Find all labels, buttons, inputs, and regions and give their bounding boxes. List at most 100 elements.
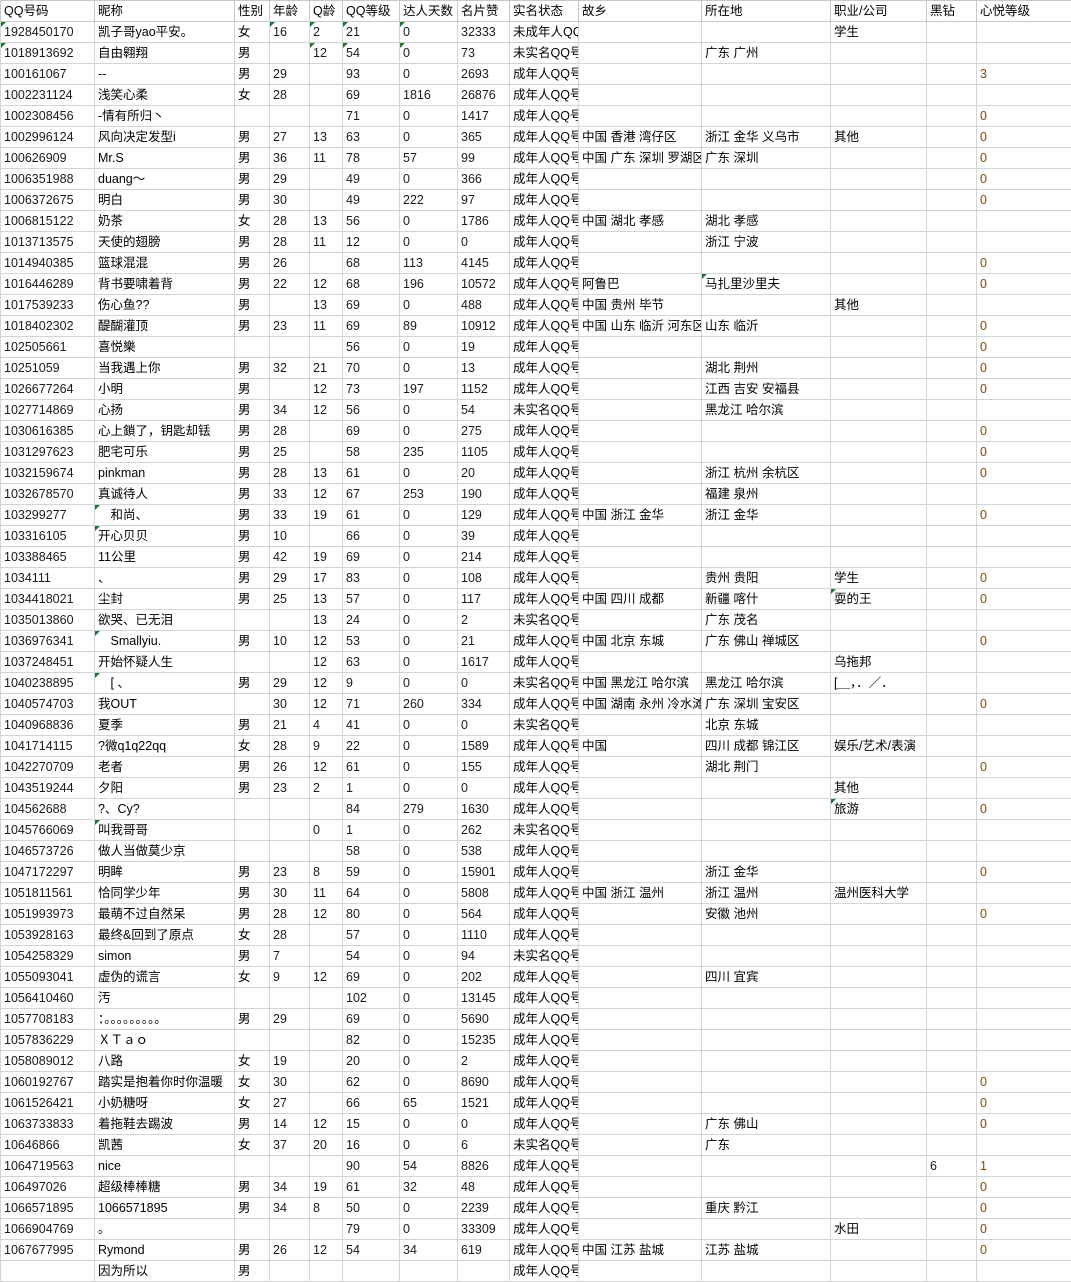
cell-realname-status[interactable]: 成年人QQ号 [510, 505, 579, 526]
cell-card-likes[interactable]: 190 [458, 484, 510, 505]
cell-location[interactable] [702, 1219, 831, 1240]
cell-qq-level[interactable]: 49 [343, 169, 400, 190]
cell-job-company[interactable] [831, 694, 927, 715]
cell-realname-status[interactable]: 未实名QQ号 [510, 400, 579, 421]
cell-card-likes[interactable]: 365 [458, 127, 510, 148]
cell-hometown[interactable] [579, 799, 702, 820]
cell-qq-number[interactable]: 102505661 [1, 337, 95, 358]
cell-qq-age[interactable]: 13 [310, 610, 343, 631]
cell-black-diamond[interactable] [927, 22, 977, 43]
cell-qq-number[interactable]: 1016446289 [1, 274, 95, 295]
cell-xinyue-level[interactable] [977, 400, 1071, 421]
cell-realname-status[interactable]: 未实名QQ号 [510, 946, 579, 967]
cell-black-diamond[interactable] [927, 610, 977, 631]
cell-qq-age[interactable] [310, 1156, 343, 1177]
cell-nickname[interactable]: 开心贝贝 [95, 526, 235, 547]
cell-nickname[interactable]: 奶茶 [95, 211, 235, 232]
cell-qq-level[interactable]: 61 [343, 505, 400, 526]
cell-job-company[interactable] [831, 337, 927, 358]
cell-xinyue-level[interactable]: 0 [977, 631, 1071, 652]
cell-xinyue-level[interactable]: 0 [977, 148, 1071, 169]
cell-qq-number[interactable]: 104562688 [1, 799, 95, 820]
cell-realname-status[interactable]: 成年人QQ号 [510, 295, 579, 316]
cell-job-company[interactable] [831, 715, 927, 736]
cell-qq-number[interactable]: 1045766069 [1, 820, 95, 841]
cell-location[interactable] [702, 1156, 831, 1177]
cell-gender[interactable]: 男 [235, 547, 270, 568]
cell-qq-number[interactable]: 1061526421 [1, 1093, 95, 1114]
cell-qq-level[interactable]: 61 [343, 463, 400, 484]
cell-hometown[interactable]: 中国 山东 临沂 河东区 [579, 316, 702, 337]
cell-qq-age[interactable]: 20 [310, 1135, 343, 1156]
cell-expert-days[interactable]: 0 [400, 1198, 458, 1219]
cell-job-company[interactable]: 其他 [831, 127, 927, 148]
cell-gender[interactable]: 男 [235, 463, 270, 484]
cell-qq-number[interactable]: 1063733833 [1, 1114, 95, 1135]
cell-qq-age[interactable]: 11 [310, 232, 343, 253]
cell-qq-level[interactable]: 50 [343, 1198, 400, 1219]
cell-hometown[interactable] [579, 232, 702, 253]
cell-qq-number[interactable]: 1027714869 [1, 400, 95, 421]
column-header-qq-number[interactable]: QQ号码 [1, 1, 95, 22]
cell-qq-number[interactable]: 1018913692 [1, 43, 95, 64]
cell-card-likes[interactable]: 5808 [458, 883, 510, 904]
cell-location[interactable] [702, 253, 831, 274]
cell-location[interactable] [702, 337, 831, 358]
cell-nickname[interactable]: 明眸 [95, 862, 235, 883]
cell-job-company[interactable] [831, 316, 927, 337]
cell-qq-level[interactable]: 71 [343, 694, 400, 715]
cell-age[interactable]: 28 [270, 925, 310, 946]
cell-qq-number[interactable]: 1018402302 [1, 316, 95, 337]
cell-qq-level[interactable]: 69 [343, 85, 400, 106]
cell-age[interactable] [270, 106, 310, 127]
cell-hometown[interactable] [579, 43, 702, 64]
cell-qq-number[interactable]: 1037248451 [1, 652, 95, 673]
cell-nickname[interactable]: ?、Cy? [95, 799, 235, 820]
cell-black-diamond[interactable] [927, 715, 977, 736]
cell-qq-number[interactable]: 1017539233 [1, 295, 95, 316]
cell-hometown[interactable] [579, 463, 702, 484]
cell-xinyue-level[interactable] [977, 295, 1071, 316]
cell-gender[interactable]: 女 [235, 925, 270, 946]
cell-gender[interactable] [235, 652, 270, 673]
cell-job-company[interactable] [831, 1240, 927, 1261]
cell-qq-level[interactable]: 56 [343, 337, 400, 358]
cell-card-likes[interactable]: 1617 [458, 652, 510, 673]
cell-black-diamond[interactable] [927, 1051, 977, 1072]
cell-age[interactable]: 30 [270, 694, 310, 715]
cell-black-diamond[interactable] [927, 1072, 977, 1093]
cell-location[interactable]: 湖北 荆门 [702, 757, 831, 778]
cell-qq-number[interactable]: 1055093041 [1, 967, 95, 988]
cell-qq-age[interactable] [310, 190, 343, 211]
cell-card-likes[interactable]: 1521 [458, 1093, 510, 1114]
cell-qq-level[interactable]: 68 [343, 253, 400, 274]
cell-qq-level[interactable]: 67 [343, 484, 400, 505]
cell-qq-number[interactable]: 1032678570 [1, 484, 95, 505]
cell-card-likes[interactable]: 10912 [458, 316, 510, 337]
cell-qq-number[interactable]: 1041714115 [1, 736, 95, 757]
cell-black-diamond[interactable] [927, 547, 977, 568]
cell-qq-level[interactable]: 79 [343, 1219, 400, 1240]
cell-qq-age[interactable] [310, 925, 343, 946]
cell-qq-level[interactable]: 59 [343, 862, 400, 883]
cell-card-likes[interactable]: 1110 [458, 925, 510, 946]
cell-location[interactable] [702, 64, 831, 85]
cell-qq-level[interactable]: 20 [343, 1051, 400, 1072]
cell-job-company[interactable] [831, 1114, 927, 1135]
cell-location[interactable] [702, 799, 831, 820]
cell-xinyue-level[interactable] [977, 232, 1071, 253]
cell-xinyue-level[interactable]: 0 [977, 379, 1071, 400]
cell-card-likes[interactable]: 2 [458, 610, 510, 631]
cell-qq-age[interactable]: 12 [310, 484, 343, 505]
cell-gender[interactable]: 男 [235, 526, 270, 547]
